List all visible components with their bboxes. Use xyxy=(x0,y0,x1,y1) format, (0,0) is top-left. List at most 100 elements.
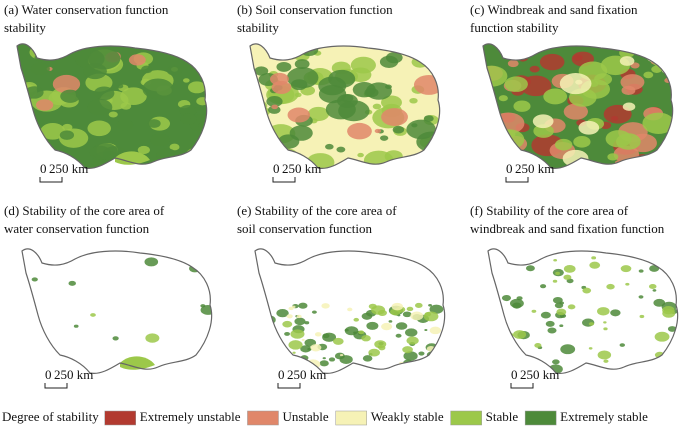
map xyxy=(249,43,441,169)
map-patch xyxy=(301,338,305,341)
map-patch xyxy=(271,80,292,94)
scale-bar xyxy=(39,177,63,183)
map-patch xyxy=(573,136,591,148)
map-patch xyxy=(141,65,153,74)
map-patch xyxy=(258,336,272,346)
map-patch xyxy=(347,122,372,140)
map-patch xyxy=(497,368,502,371)
map-patch xyxy=(513,330,527,339)
scale-bar-start: 0 xyxy=(273,161,280,176)
map-patch xyxy=(605,130,632,148)
scale-bar-end: 250 km xyxy=(54,367,93,382)
map-patch xyxy=(254,66,269,76)
map-patch xyxy=(660,252,669,258)
map-patch xyxy=(591,256,597,260)
map-patch xyxy=(498,95,508,102)
scale-bar xyxy=(44,383,68,389)
map-patch xyxy=(286,67,319,89)
map-patch xyxy=(112,336,119,341)
map-patch xyxy=(385,84,392,90)
map-patch xyxy=(611,116,619,121)
map-patch xyxy=(252,134,270,147)
map-patch xyxy=(621,85,636,95)
scale-bar-start: 0 xyxy=(506,161,513,176)
map-patch xyxy=(292,351,296,354)
map-patch xyxy=(559,73,592,95)
map-patch xyxy=(68,280,76,286)
map-patch xyxy=(321,303,330,309)
map-patch xyxy=(559,324,564,328)
map-patch xyxy=(651,65,663,73)
map-patch xyxy=(200,305,212,315)
map-patch xyxy=(45,353,52,358)
map-patch xyxy=(381,108,408,126)
map-patch xyxy=(194,106,202,112)
legend-label: Unstable xyxy=(282,409,328,424)
map-patch xyxy=(169,143,180,151)
map-area xyxy=(488,248,678,374)
map-patch xyxy=(405,328,418,337)
legend-label: Extremely stable xyxy=(560,409,648,424)
map-patch xyxy=(276,61,292,72)
map-patch xyxy=(358,330,365,335)
map-patch xyxy=(638,269,644,273)
map-patch xyxy=(357,152,364,158)
map-patch xyxy=(60,89,80,103)
map-patch xyxy=(429,326,442,335)
legend-label: Stable xyxy=(486,409,519,424)
map-patch xyxy=(534,343,542,348)
panel-title: (c) Windbreak and sand fixation xyxy=(470,2,638,17)
map-patch xyxy=(262,352,275,361)
scale-bar-start: 0 xyxy=(40,161,47,176)
map-patch xyxy=(250,154,271,169)
map-patch xyxy=(307,106,330,122)
map-patch xyxy=(578,120,600,135)
map-patch xyxy=(361,312,373,320)
map-patch xyxy=(424,312,432,317)
map-patch xyxy=(406,336,419,345)
map-patch xyxy=(547,327,557,334)
map-patch xyxy=(336,146,346,153)
map-patch xyxy=(31,277,38,282)
map-patch xyxy=(525,265,535,272)
map-outline xyxy=(16,43,208,169)
map-patch xyxy=(403,351,418,361)
map-patch xyxy=(540,284,547,289)
scale-bar-start: 0 xyxy=(278,367,285,382)
map-patch xyxy=(652,289,657,292)
map-patch xyxy=(17,130,36,144)
map-outline xyxy=(249,43,441,169)
map-patch xyxy=(619,343,626,347)
map-patch xyxy=(423,115,434,122)
map-patch xyxy=(276,309,289,318)
map-patch xyxy=(392,125,405,134)
map-patch xyxy=(322,332,337,342)
map-patch xyxy=(619,56,635,66)
map-patch xyxy=(603,359,609,363)
map-patch xyxy=(413,74,440,95)
map-patch xyxy=(261,350,270,356)
map-patch xyxy=(352,82,376,98)
map-patch xyxy=(184,146,207,167)
map-patch xyxy=(555,271,560,275)
map-patch xyxy=(553,259,558,262)
map xyxy=(482,43,674,169)
map-patch xyxy=(286,314,293,319)
map-patch xyxy=(299,362,306,367)
map-patch xyxy=(142,78,174,100)
map-patch xyxy=(120,356,155,370)
map-patch xyxy=(388,320,393,323)
map-patch xyxy=(540,311,551,319)
legend-swatch xyxy=(104,410,136,426)
map-patch xyxy=(34,145,59,162)
map-patch xyxy=(659,148,672,157)
map-patch xyxy=(362,355,373,362)
map-patch xyxy=(501,294,512,302)
map-patch xyxy=(667,326,677,332)
panel-title: stability xyxy=(237,20,279,35)
map-patch xyxy=(282,320,293,328)
map-patch xyxy=(290,329,305,339)
scale-bar xyxy=(510,383,534,389)
map-patch xyxy=(87,120,111,137)
map-patch xyxy=(87,98,113,116)
